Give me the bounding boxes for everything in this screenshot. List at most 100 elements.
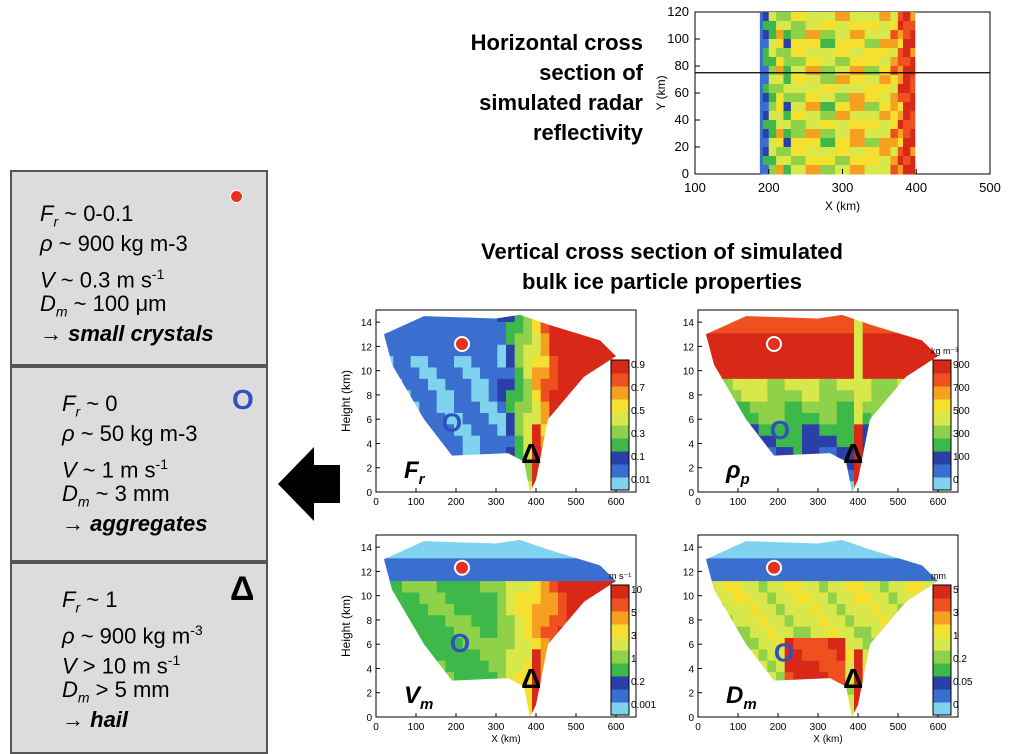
field-cell bbox=[819, 389, 829, 402]
property-value: ~ 0-0.1 bbox=[58, 201, 134, 226]
field-cell bbox=[480, 671, 490, 684]
field-cell bbox=[758, 648, 768, 661]
field-cell bbox=[776, 355, 786, 368]
field-cell bbox=[480, 321, 490, 334]
field-cell bbox=[871, 614, 881, 627]
field-cell bbox=[488, 626, 498, 638]
field-cell bbox=[402, 557, 412, 570]
field-cell bbox=[514, 648, 524, 661]
field-cell bbox=[471, 580, 481, 593]
field-cell bbox=[750, 603, 760, 616]
field-cell bbox=[601, 344, 611, 357]
field-cell bbox=[724, 355, 734, 368]
field-cell bbox=[514, 660, 524, 673]
field-cell bbox=[514, 344, 524, 357]
field-cell bbox=[445, 614, 455, 627]
field-cell bbox=[566, 569, 576, 582]
field-cell bbox=[810, 446, 820, 459]
field-cell bbox=[454, 314, 464, 322]
reflectivity-cell bbox=[902, 129, 911, 139]
field-cell bbox=[880, 332, 890, 345]
field-cell bbox=[906, 591, 916, 604]
field-cell bbox=[750, 344, 760, 357]
reflectivity-cell bbox=[776, 147, 784, 157]
field-cell bbox=[828, 389, 838, 402]
reflectivity-cell bbox=[761, 120, 770, 130]
property-value: ~ 900 kg m-3 bbox=[52, 231, 188, 256]
field-cell bbox=[428, 648, 438, 661]
field-cell bbox=[462, 580, 472, 593]
field-cell bbox=[428, 321, 438, 334]
field-cell bbox=[462, 539, 472, 547]
reflectivity-cell bbox=[761, 48, 770, 58]
reflectivity-cell bbox=[849, 30, 866, 40]
field-cell bbox=[767, 389, 777, 402]
colorbar-segment bbox=[611, 438, 629, 452]
reflectivity-cell bbox=[820, 84, 836, 94]
field-cell bbox=[836, 614, 846, 627]
field-cell bbox=[428, 557, 438, 570]
reflectivity-cell bbox=[790, 138, 807, 148]
field-cell bbox=[862, 401, 872, 413]
field-cell bbox=[888, 332, 898, 345]
reflectivity-cell bbox=[776, 39, 784, 49]
reflectivity-cell bbox=[849, 84, 866, 94]
reflectivity-cell bbox=[849, 48, 866, 58]
y-tick-label: 0 bbox=[366, 713, 372, 724]
field-cell bbox=[462, 546, 472, 559]
field-cell bbox=[402, 546, 412, 559]
field-cell bbox=[880, 603, 890, 616]
reflectivity-cell bbox=[897, 93, 904, 103]
field-cell bbox=[871, 378, 881, 391]
field-cell bbox=[810, 557, 820, 570]
field-cell bbox=[854, 401, 864, 413]
field-cell bbox=[428, 569, 438, 582]
field-cell bbox=[906, 580, 916, 593]
colorbar-segment bbox=[933, 637, 951, 651]
reflectivity-cell bbox=[879, 129, 891, 139]
field-cell bbox=[758, 321, 768, 334]
reflectivity-cell bbox=[783, 48, 792, 58]
field-cell bbox=[436, 366, 446, 379]
field-cell bbox=[480, 637, 490, 650]
field-cell bbox=[558, 344, 568, 357]
field-cell bbox=[540, 637, 550, 650]
field-cell bbox=[845, 682, 855, 695]
field-cell bbox=[471, 637, 481, 650]
field-cell bbox=[410, 366, 420, 379]
field-cell bbox=[810, 321, 820, 334]
field-cell bbox=[845, 580, 855, 593]
field-cell bbox=[741, 580, 751, 593]
reflectivity-cell bbox=[902, 66, 911, 76]
field-cell bbox=[497, 389, 507, 402]
field-cell bbox=[810, 614, 820, 627]
field-cell bbox=[793, 423, 803, 436]
x-tick-label: 0 bbox=[695, 722, 701, 733]
y-tick-label: 12 bbox=[361, 567, 373, 578]
field-cell bbox=[819, 637, 829, 650]
field-cell bbox=[471, 321, 481, 334]
field-cell bbox=[428, 366, 438, 379]
field-cell bbox=[767, 435, 777, 448]
field-cell bbox=[724, 569, 734, 582]
field-cell bbox=[758, 378, 768, 391]
field-cell bbox=[802, 446, 812, 459]
field-cell bbox=[514, 423, 524, 436]
field-cell bbox=[436, 614, 446, 627]
triangle-marker-icon: Δ bbox=[521, 438, 541, 469]
reflectivity-cell bbox=[805, 57, 821, 67]
reflectivity-cell bbox=[864, 84, 880, 94]
x-tick-label: 100 bbox=[730, 722, 747, 733]
field-cell bbox=[566, 603, 576, 616]
field-cell bbox=[802, 314, 812, 322]
colorbar-label: 0 bbox=[953, 700, 959, 711]
field-cell bbox=[732, 603, 742, 616]
field-cell bbox=[506, 332, 516, 345]
property-symbol: ρ bbox=[40, 231, 53, 256]
field-cell bbox=[532, 389, 542, 402]
field-cell bbox=[758, 557, 768, 570]
field-cell bbox=[584, 366, 594, 379]
x-tick-label: 300 bbox=[488, 497, 505, 508]
field-cell bbox=[462, 614, 472, 627]
field-cell bbox=[514, 366, 524, 379]
